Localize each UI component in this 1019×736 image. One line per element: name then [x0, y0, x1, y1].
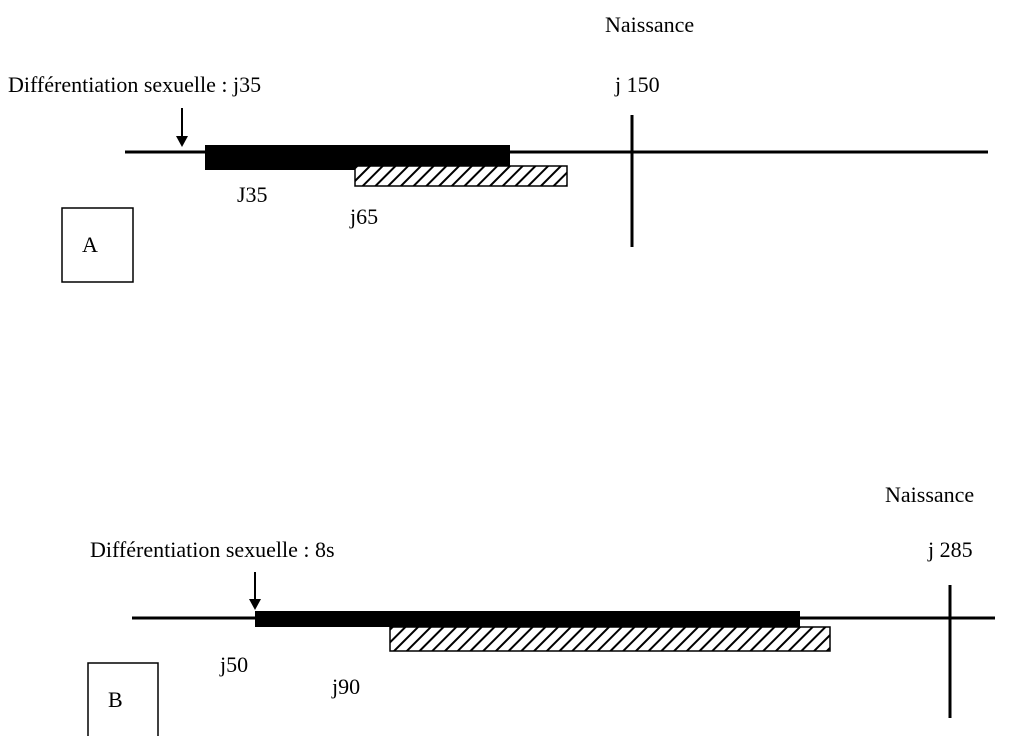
hatched-start-label: j65 — [349, 204, 378, 229]
arrow-head — [249, 599, 261, 610]
differentiation-label: Différentiation sexuelle : 8s — [90, 537, 335, 562]
panel-a: Naissance Différentiation sexuelle : j35… — [8, 12, 988, 283]
differentiation-label: Différentiation sexuelle : j35 — [8, 72, 261, 97]
panel-label: A — [82, 232, 98, 257]
birth-label: Naissance — [885, 482, 974, 507]
hatched-start-label: j90 — [331, 674, 360, 699]
panel-label: B — [108, 687, 123, 712]
black-bar — [255, 611, 800, 627]
panel-b: Naissance Différentiation sexuelle : 8s … — [87, 482, 995, 736]
panel-box — [61, 207, 134, 283]
birth-label: Naissance — [605, 12, 694, 37]
bar-start-label: j50 — [219, 652, 248, 677]
arrow-head — [176, 136, 188, 147]
panel-box — [87, 662, 159, 736]
bar-start-label: J35 — [237, 182, 268, 207]
birth-day-label: j 285 — [927, 537, 973, 562]
birth-day-label: j 150 — [614, 72, 660, 97]
hatched-bar — [389, 626, 831, 652]
hatched-bar — [354, 165, 568, 187]
